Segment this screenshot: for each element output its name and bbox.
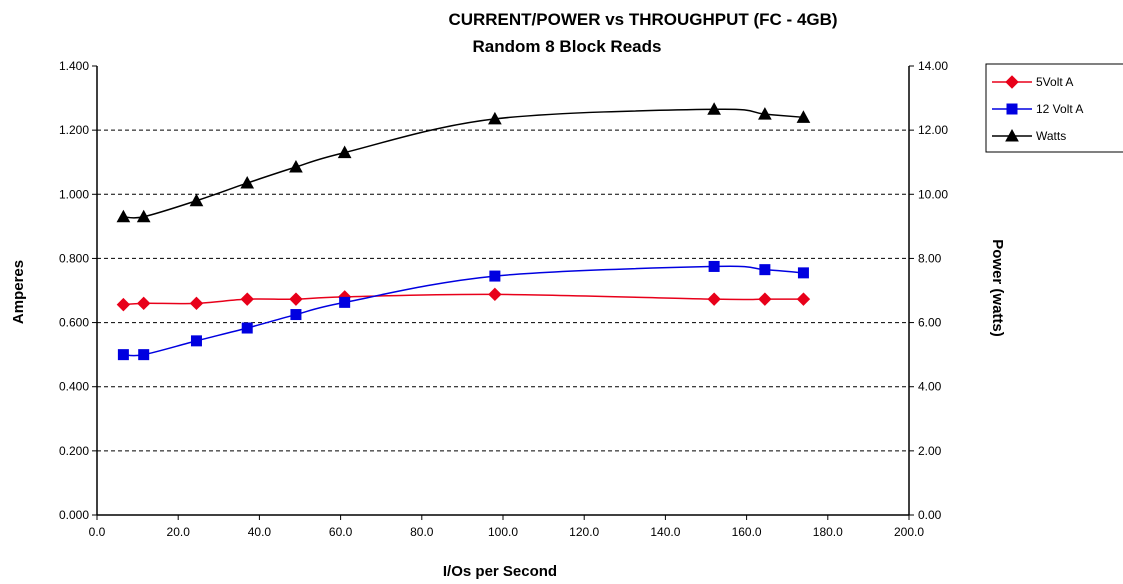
data-point-5volt-a xyxy=(796,292,811,306)
series-layer xyxy=(116,102,811,361)
plot-area xyxy=(97,66,909,515)
y2-tick-label: 6.00 xyxy=(918,316,942,330)
data-point-watts xyxy=(758,107,772,120)
data-point-5volt-a xyxy=(488,287,502,302)
data-point-watts xyxy=(116,209,131,223)
y2-tick-label: 0.00 xyxy=(918,508,942,522)
x-tick-label: 0.0 xyxy=(89,525,106,539)
y2-tick-label: 10.00 xyxy=(918,187,948,201)
data-point-12-volt-a xyxy=(339,296,351,308)
series-line-watts xyxy=(123,108,804,219)
series-watts xyxy=(116,102,811,223)
x-tick-label: 180.0 xyxy=(813,525,843,539)
x-tick-label: 40.0 xyxy=(248,525,272,539)
gridlines xyxy=(97,129,909,452)
data-point-watts xyxy=(337,145,352,159)
data-point-12-volt-a xyxy=(138,349,150,361)
y2-axis-title: Power (watts) xyxy=(989,239,1006,337)
data-point-12-volt-a xyxy=(759,264,771,276)
data-point-watts xyxy=(289,159,303,173)
x-axis-title: I/Os per Second xyxy=(443,563,557,580)
data-point-12-volt-a xyxy=(290,309,302,321)
y-axis-title: Amperes xyxy=(10,260,27,324)
y2-tick-label: 4.00 xyxy=(918,380,942,394)
y2-tick-label: 12.00 xyxy=(918,123,948,137)
y-tick-label: 0.400 xyxy=(59,380,89,394)
y2-tick-label: 8.00 xyxy=(918,251,942,265)
chart-subtitle: Random 8 Block Reads xyxy=(473,37,662,56)
legend-marker-12-volt-a xyxy=(1006,103,1018,115)
x-tick-label: 80.0 xyxy=(410,525,434,539)
y-tick-label: 1.000 xyxy=(59,187,89,201)
y2-tick-label: 14.00 xyxy=(918,59,948,73)
data-point-watts xyxy=(189,193,204,207)
legend-label-watts: Watts xyxy=(1036,129,1066,143)
legend: 5Volt A 12 Volt A Watts xyxy=(985,63,1123,153)
x-tick-label: 200.0 xyxy=(894,525,924,539)
data-point-5volt-a xyxy=(116,297,131,312)
data-point-watts xyxy=(707,102,721,115)
y-tick-label: 0.000 xyxy=(59,508,89,522)
legend-label-5volt-a: 5Volt A xyxy=(1036,75,1073,89)
data-point-12-volt-a xyxy=(797,267,809,279)
x-tick-label: 60.0 xyxy=(329,525,353,539)
y2-tick-label: 2.00 xyxy=(918,444,942,458)
x-tick-label: 120.0 xyxy=(569,525,599,539)
y-tick-label: 1.400 xyxy=(59,59,89,73)
x-tick-label: 160.0 xyxy=(732,525,762,539)
data-point-watts xyxy=(488,111,502,125)
data-point-5volt-a xyxy=(707,292,721,306)
y-tick-label: 0.800 xyxy=(59,251,89,265)
data-point-12-volt-a xyxy=(489,270,501,282)
data-point-12-volt-a xyxy=(708,260,720,272)
legend-label-12-volt-a: 12 Volt A xyxy=(1036,102,1083,116)
data-point-12-volt-a xyxy=(241,322,253,334)
data-point-watts xyxy=(796,110,811,123)
y-tick-label: 1.200 xyxy=(59,123,89,137)
legend-marker-5volt-a xyxy=(1005,75,1019,89)
data-point-5volt-a xyxy=(240,292,254,306)
data-point-5volt-a xyxy=(136,296,151,311)
chart-title: CURRENT/POWER vs THROUGHPUT (FC - 4GB) xyxy=(448,10,837,29)
data-point-5volt-a xyxy=(289,292,303,306)
axes xyxy=(92,65,914,520)
legend-marker-watts xyxy=(1005,128,1019,142)
x-tick-label: 100.0 xyxy=(488,525,518,539)
x-tick-label: 20.0 xyxy=(167,525,191,539)
data-point-12-volt-a xyxy=(117,349,129,361)
tick-labels: 0.000 0.200 0.400 0.600 0.800 1.000 1.200 1.400… xyxy=(59,59,948,539)
y-tick-label: 0.200 xyxy=(59,444,89,458)
data-point-watts xyxy=(136,209,151,223)
data-point-5volt-a xyxy=(189,296,204,311)
series-12-volt-a xyxy=(117,260,809,361)
data-point-watts xyxy=(240,176,255,189)
data-point-12-volt-a xyxy=(190,335,202,347)
x-tick-label: 140.0 xyxy=(650,525,680,539)
y-tick-label: 0.600 xyxy=(59,316,89,330)
data-point-5volt-a xyxy=(758,292,772,306)
